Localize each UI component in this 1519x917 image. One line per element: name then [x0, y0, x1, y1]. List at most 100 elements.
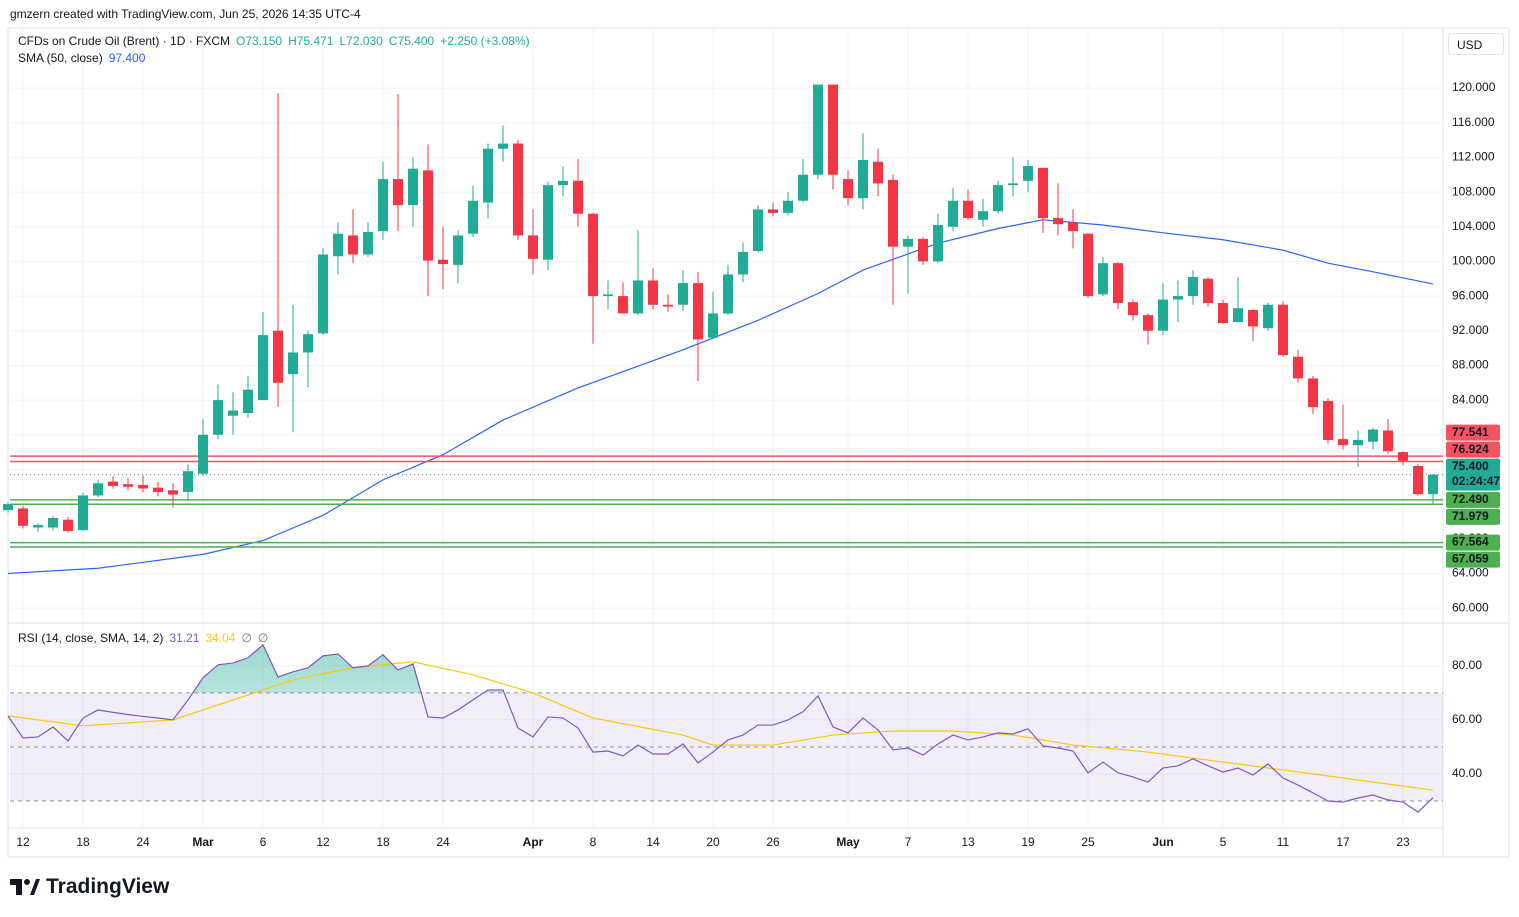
candle-body: [888, 179, 898, 247]
ohlc-value: H75.471: [288, 34, 334, 48]
x-tick-label: 6: [260, 835, 267, 849]
candle-body: [408, 168, 418, 206]
currency-button[interactable]: USD: [1448, 33, 1504, 55]
x-tick-label: 12: [316, 835, 330, 849]
candle-body: [1398, 452, 1408, 461]
candle-body: [708, 313, 718, 338]
level-label-bg: [1446, 441, 1500, 458]
candle-body: [783, 200, 793, 213]
candle-body: [1068, 222, 1078, 232]
y-tick-label: 80.00: [1452, 658, 1482, 672]
candle-body: [648, 280, 658, 305]
candle-body: [843, 179, 853, 199]
candle-body: [1188, 277, 1198, 297]
candle-body: [873, 161, 883, 184]
chart-border: [7, 27, 1510, 858]
candle-body: [528, 235, 538, 259]
candle-body: [228, 410, 238, 416]
level-label: 67.059: [1452, 552, 1489, 566]
x-tick-label: 7: [905, 835, 912, 849]
y-tick-label: 104.000: [1452, 219, 1496, 233]
candle-body: [663, 304, 673, 307]
x-tick-label: Jun: [1152, 835, 1173, 849]
x-tick-label: 13: [961, 835, 975, 849]
level-label: 76.924: [1452, 442, 1489, 456]
x-tick-label: 17: [1336, 835, 1350, 849]
candle-body: [753, 209, 763, 252]
logo: TradingView: [10, 875, 169, 899]
y-tick-label: 120.000: [1452, 80, 1496, 94]
candle-body: [258, 335, 268, 401]
candle-body: [138, 485, 148, 489]
level-label-bg: [1446, 491, 1500, 508]
candle-body: [633, 280, 643, 314]
candle-body: [603, 294, 613, 297]
candle-body: [348, 235, 358, 255]
candle-body: [423, 170, 433, 261]
candle-body: [1023, 166, 1033, 181]
candle-body: [18, 508, 28, 526]
candle-body: [1098, 263, 1108, 295]
candle-body: [978, 211, 988, 220]
sma-legend: SMA (50, close) 97.400: [18, 51, 145, 65]
y-tick-label: 60.00: [1452, 712, 1482, 726]
candle-body: [828, 84, 838, 175]
candle-body: [153, 487, 163, 492]
candle-body: [243, 389, 253, 414]
candle-body: [1413, 465, 1423, 495]
candle-body: [1008, 183, 1018, 186]
candle-body: [738, 251, 748, 275]
level-label-bg: [1446, 424, 1500, 441]
candle-body: [858, 160, 868, 199]
candle-body: [933, 225, 943, 262]
ohlc-value: L72.030: [339, 34, 383, 48]
x-tick-label: 25: [1081, 835, 1095, 849]
rsi-extra-label: ∅: [257, 631, 269, 645]
candle-body: [1308, 378, 1318, 408]
level-label: 67.564: [1452, 535, 1489, 549]
x-tick-label: 24: [436, 835, 450, 849]
x-tick-label: 8: [590, 835, 597, 849]
candle-body: [33, 524, 43, 528]
candle-body: [273, 330, 283, 383]
candle-body: [1323, 400, 1333, 440]
candle-body: [303, 334, 313, 353]
candle-body: [333, 233, 343, 257]
rsi-extra: ∅ ∅: [241, 631, 268, 645]
level-label-bg: [1446, 534, 1500, 551]
rsi-overbought-fill: [10, 644, 1433, 693]
candle-body: [1293, 356, 1303, 379]
candle-body: [1263, 304, 1273, 329]
ohlc-value: C75.400: [388, 34, 435, 48]
candle-body: [63, 519, 73, 531]
candle-body: [573, 180, 583, 214]
candle-body: [963, 200, 973, 219]
y-tick-label: 108.000: [1452, 184, 1496, 198]
candle-body: [693, 283, 703, 340]
main-legend: CFDs on Crude Oil (Brent) · 1D · FXCM O7…: [18, 34, 530, 48]
level-label: 77.541: [1452, 425, 1489, 439]
candle-body: [393, 179, 403, 206]
candle-body: [1113, 263, 1123, 304]
candle-body: [93, 483, 103, 496]
y-tick-label: 88.000: [1452, 358, 1489, 372]
x-tick-label: 12: [16, 835, 30, 849]
x-tick-label: 5: [1220, 835, 1227, 849]
candle-body: [3, 504, 13, 511]
candle-body: [1128, 302, 1138, 316]
x-tick-label: 26: [766, 835, 780, 849]
candle-body: [1038, 167, 1048, 219]
y-tick-label: 100.000: [1452, 254, 1496, 268]
y-tick-label: 40.00: [1452, 766, 1482, 780]
ohlc-values: O73.150 H75.471 L72.030 C75.400 +2.250 (+3.0…: [236, 34, 530, 48]
candle-body: [513, 143, 523, 236]
candle-body: [78, 495, 88, 531]
last-price-label: 02:24:47: [1452, 474, 1500, 488]
candle-body: [1083, 233, 1093, 297]
candle-body: [1428, 474, 1438, 495]
x-tick-label: 23: [1396, 835, 1410, 849]
logo-text: TradingView: [46, 875, 170, 898]
candle-body: [723, 274, 733, 314]
sma-name: SMA (50, close): [18, 51, 103, 65]
